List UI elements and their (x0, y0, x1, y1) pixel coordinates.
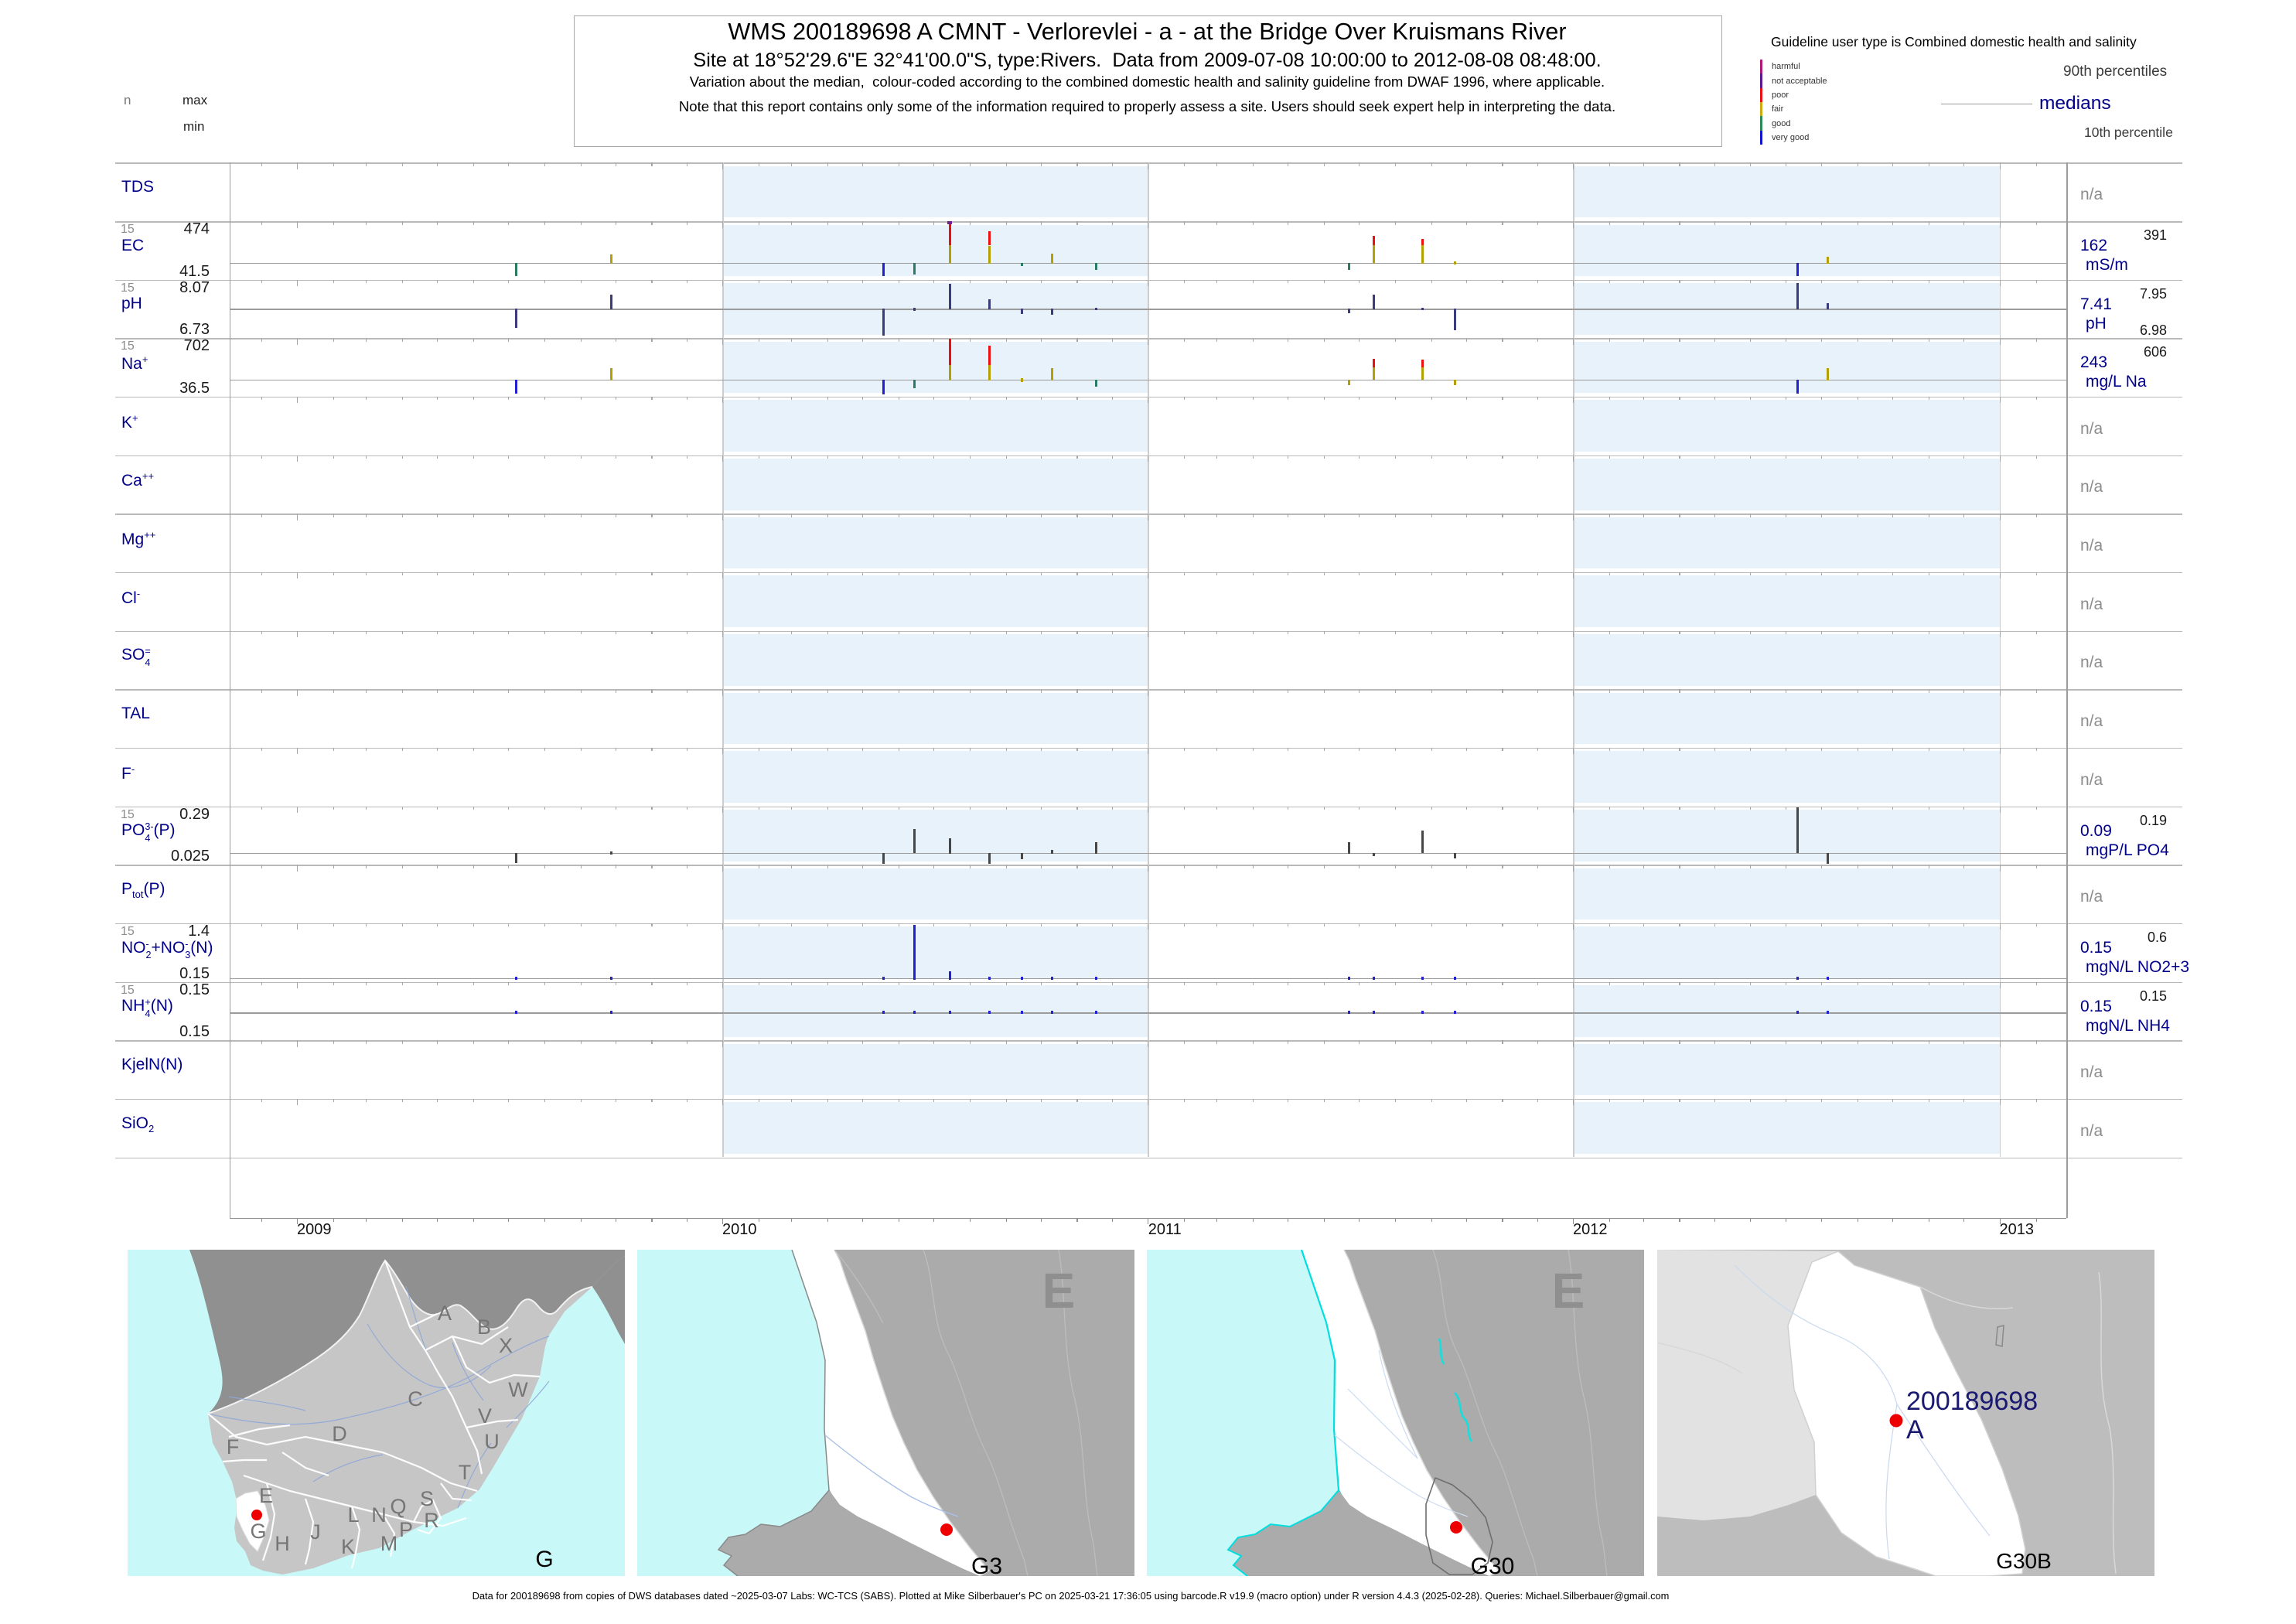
svg-text:E: E (1042, 1263, 1075, 1319)
svg-text:T: T (459, 1461, 472, 1484)
svg-text:P: P (399, 1518, 413, 1541)
svg-text:F: F (227, 1435, 240, 1459)
svg-text:R: R (424, 1509, 439, 1532)
svg-text:200189698: 200189698 (1906, 1387, 2038, 1416)
svg-text:M: M (380, 1532, 398, 1555)
svg-text:U: U (484, 1430, 500, 1453)
svg-text:A: A (438, 1302, 452, 1325)
svg-text:C: C (408, 1387, 423, 1411)
svg-text:G3: G3 (971, 1554, 1001, 1576)
svg-text:X: X (499, 1334, 513, 1357)
svg-text:G30B: G30B (1996, 1549, 2052, 1573)
svg-text:G: G (535, 1547, 553, 1572)
svg-text:G: G (250, 1520, 266, 1543)
svg-text:K: K (341, 1535, 355, 1558)
svg-text:H: H (275, 1532, 290, 1555)
svg-text:N: N (371, 1503, 387, 1527)
svg-text:E: E (1552, 1263, 1585, 1319)
svg-text:B: B (477, 1315, 491, 1339)
svg-text:D: D (332, 1422, 347, 1445)
svg-text:J: J (310, 1520, 321, 1544)
svg-text:W: W (508, 1378, 528, 1401)
svg-text:L: L (347, 1503, 359, 1527)
svg-text:V: V (478, 1404, 492, 1428)
svg-text:E: E (259, 1484, 273, 1507)
svg-text:G30: G30 (1471, 1554, 1515, 1576)
svg-text:Q: Q (390, 1495, 406, 1518)
svg-text:S: S (420, 1487, 434, 1510)
svg-text:A: A (1906, 1415, 1924, 1445)
